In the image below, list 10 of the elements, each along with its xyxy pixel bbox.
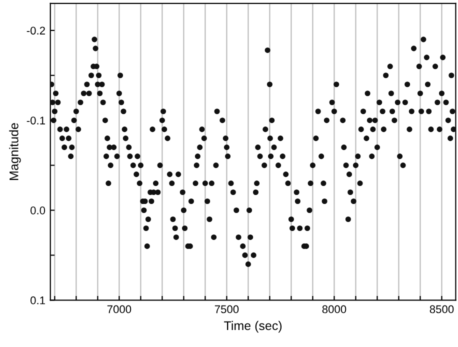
y-axis-title: Magnitude [9, 123, 21, 180]
y-tick-label: 0.1 [30, 296, 45, 304]
x-axis-title: Time (sec) [224, 320, 282, 333]
x-tick-label: 8000 [322, 305, 346, 314]
y-tick-label: -0.1 [26, 116, 45, 124]
x-tick-label: 7000 [107, 305, 132, 314]
y-tick-label: -0.2 [26, 26, 45, 35]
x-tick-label: 8500 [430, 305, 454, 314]
x-tick-label: 7500 [214, 305, 239, 314]
y-tick-label: 0.0 [30, 206, 46, 214]
